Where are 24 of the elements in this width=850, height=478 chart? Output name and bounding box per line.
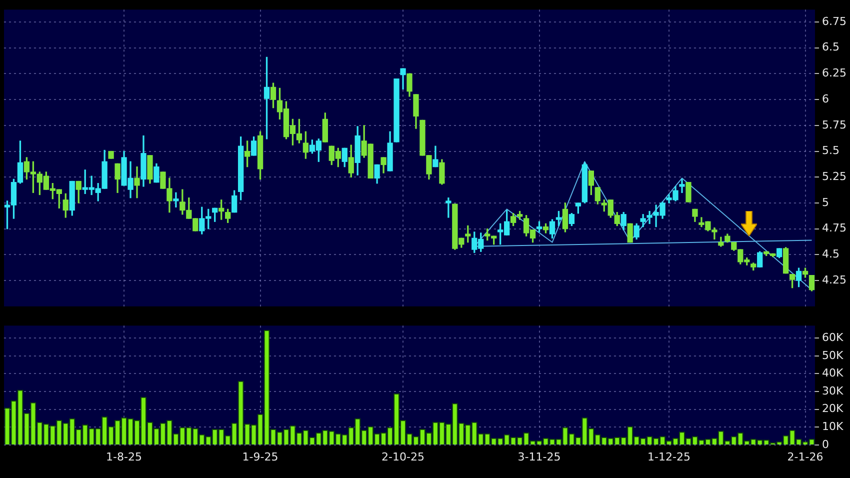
x-tick-label: 3-11-25 bbox=[518, 450, 561, 464]
x-tick-label: 1-9-25 bbox=[242, 450, 278, 464]
y-tick-label: 6 bbox=[822, 92, 829, 106]
x-tick-label: 1-8-25 bbox=[106, 450, 142, 464]
y-tick-label: 4.25 bbox=[822, 273, 846, 286]
y-tick-label: 30K bbox=[822, 384, 844, 398]
y-tick-label: 5 bbox=[822, 196, 829, 209]
y-tick-label: 6.75 bbox=[822, 14, 846, 28]
y-tick-label: 5.75 bbox=[822, 118, 846, 132]
y-tick-label: 4.5 bbox=[822, 248, 840, 261]
x-tick-label: 2-1-26 bbox=[787, 450, 824, 464]
y-tick-label: 40K bbox=[822, 366, 844, 380]
y-tick-label: 60K bbox=[822, 330, 844, 344]
y-tick-label: 4.75 bbox=[822, 222, 846, 235]
y-tick-label: 5.25 bbox=[822, 170, 846, 183]
y-tick-label: 6.5 bbox=[822, 40, 840, 54]
y-tick-label: 6.25 bbox=[822, 66, 846, 80]
y-tick-label: 5.5 bbox=[822, 144, 840, 158]
x-tick-label: 1-12-25 bbox=[648, 450, 690, 464]
x-tick-label: 2-10-25 bbox=[382, 450, 424, 464]
y-tick-label: 50K bbox=[822, 348, 844, 362]
y-tick-label: 20K bbox=[822, 402, 844, 416]
y-tick-label: 0 bbox=[822, 438, 829, 451]
y-tick-label: 10K bbox=[822, 420, 844, 434]
